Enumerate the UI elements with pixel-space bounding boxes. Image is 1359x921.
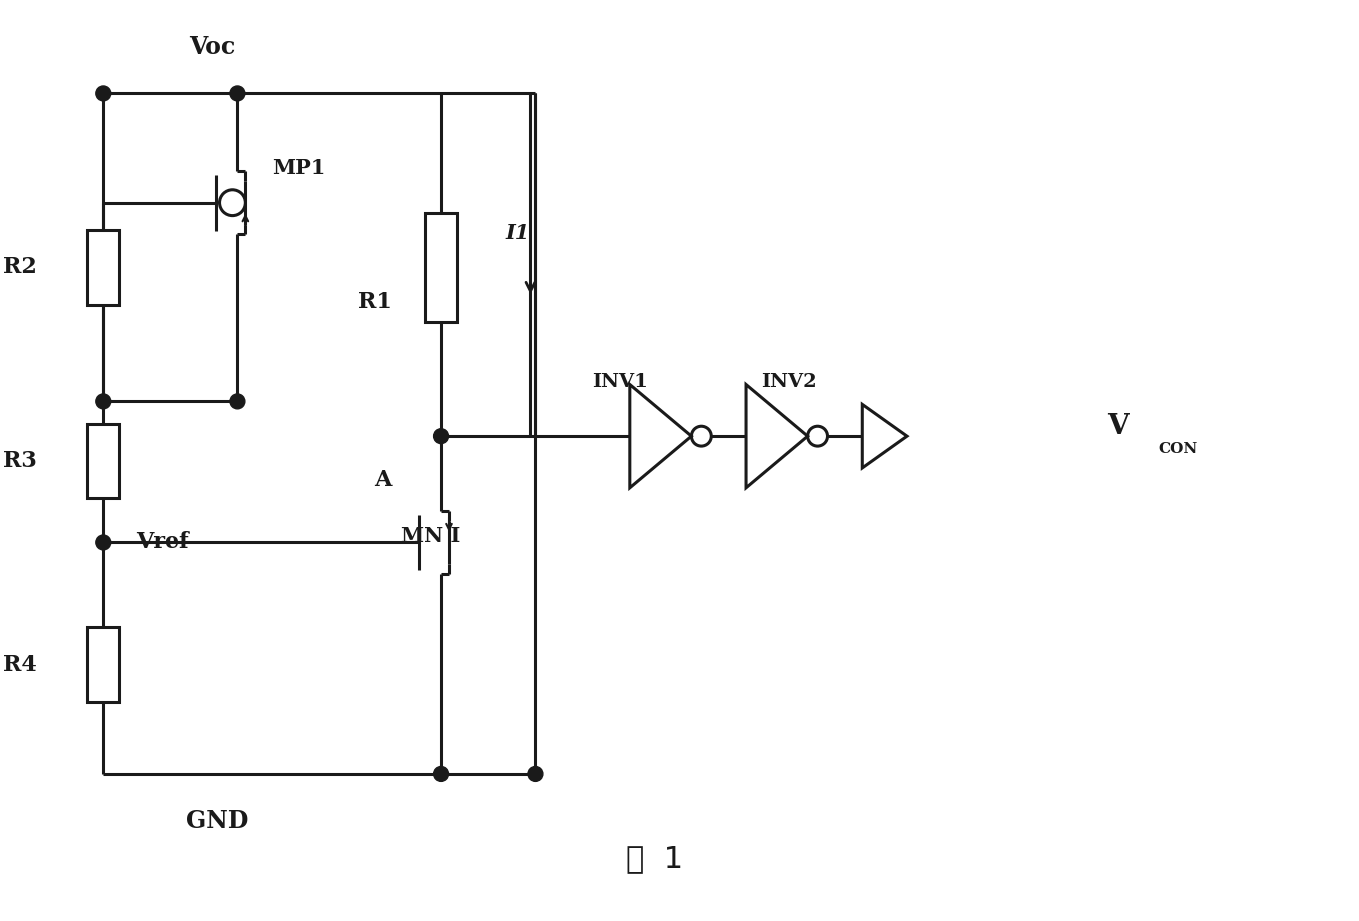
Text: INV1: INV1 xyxy=(593,373,648,391)
Bar xyxy=(87,230,120,305)
Circle shape xyxy=(230,86,245,101)
Text: MN I: MN I xyxy=(401,526,461,545)
Text: A: A xyxy=(374,469,391,491)
Circle shape xyxy=(96,535,110,550)
Text: R1: R1 xyxy=(357,291,391,313)
Bar xyxy=(87,424,120,498)
Circle shape xyxy=(434,766,448,781)
Text: R4: R4 xyxy=(3,654,37,676)
Text: 图  1: 图 1 xyxy=(626,844,684,873)
Text: V: V xyxy=(1106,413,1128,439)
Bar xyxy=(87,627,120,702)
Text: Vref: Vref xyxy=(137,531,189,554)
Circle shape xyxy=(96,86,110,101)
Circle shape xyxy=(230,394,245,409)
Circle shape xyxy=(529,766,542,781)
Text: R3: R3 xyxy=(3,450,37,472)
Text: R2: R2 xyxy=(3,256,37,278)
Text: GND: GND xyxy=(186,809,249,833)
Circle shape xyxy=(434,428,448,444)
Text: INV2: INV2 xyxy=(761,373,817,391)
Circle shape xyxy=(96,394,110,409)
Text: I1: I1 xyxy=(506,223,530,242)
Text: MP1: MP1 xyxy=(272,157,326,178)
Bar xyxy=(425,213,457,322)
Text: Voc: Voc xyxy=(189,35,235,59)
Text: CON: CON xyxy=(1158,442,1197,456)
